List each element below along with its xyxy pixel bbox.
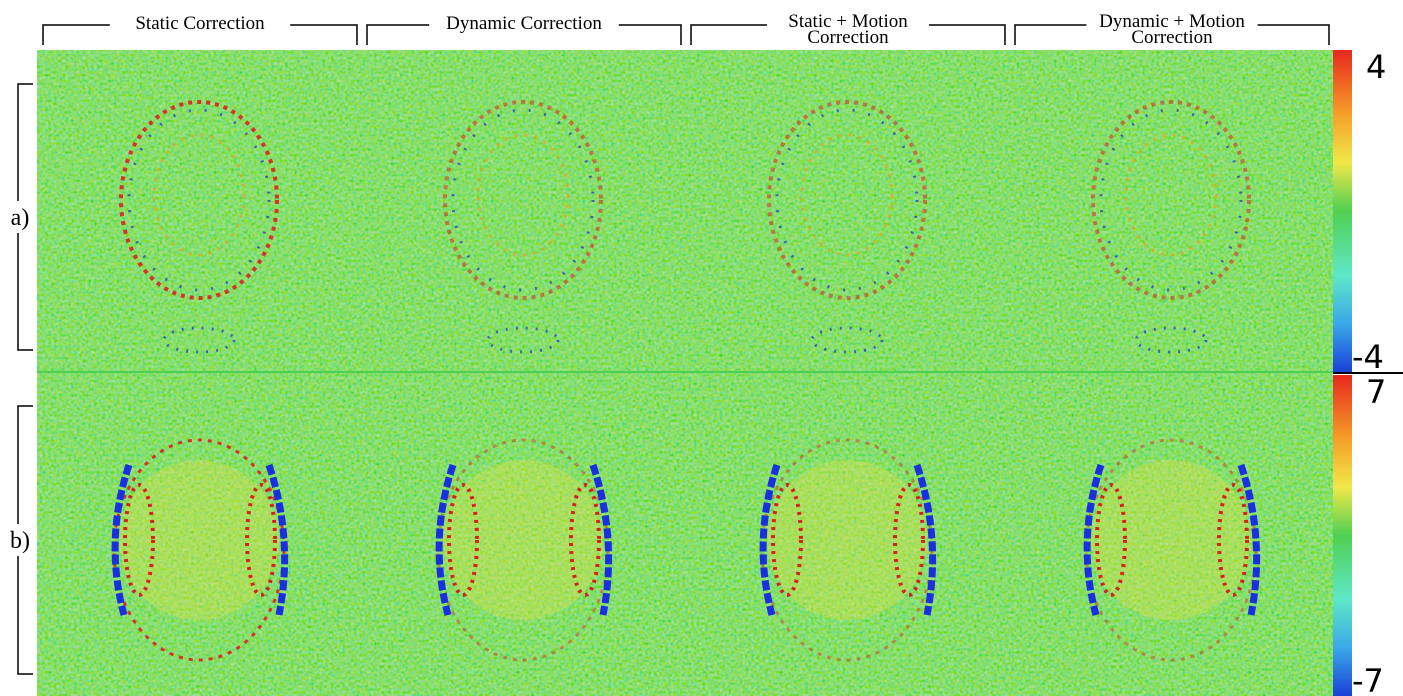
colorbar-min-label: -4 bbox=[1352, 338, 1384, 376]
head-fill bbox=[119, 460, 279, 620]
row-label: b) bbox=[10, 528, 30, 554]
column-title: Dynamic Correction bbox=[446, 13, 602, 34]
colorbar bbox=[1333, 50, 1352, 372]
colorbar bbox=[1333, 375, 1352, 696]
page: { "columns": [ {"title": ["Static Correc… bbox=[0, 0, 1403, 696]
column-title: Correction bbox=[807, 27, 889, 48]
colorbar-max-label: 7 bbox=[1366, 373, 1386, 411]
figure: Static CorrectionDynamic CorrectionStati… bbox=[0, 0, 1403, 696]
head-fill bbox=[443, 460, 603, 620]
column-title: Correction bbox=[1131, 27, 1213, 48]
head-fill bbox=[767, 460, 927, 620]
colorbar-min-label: -7 bbox=[1352, 662, 1384, 696]
head-fill bbox=[1091, 460, 1251, 620]
column-title: Static Correction bbox=[135, 13, 265, 34]
colorbar-max-label: 4 bbox=[1366, 48, 1386, 86]
row-label: a) bbox=[11, 205, 30, 231]
